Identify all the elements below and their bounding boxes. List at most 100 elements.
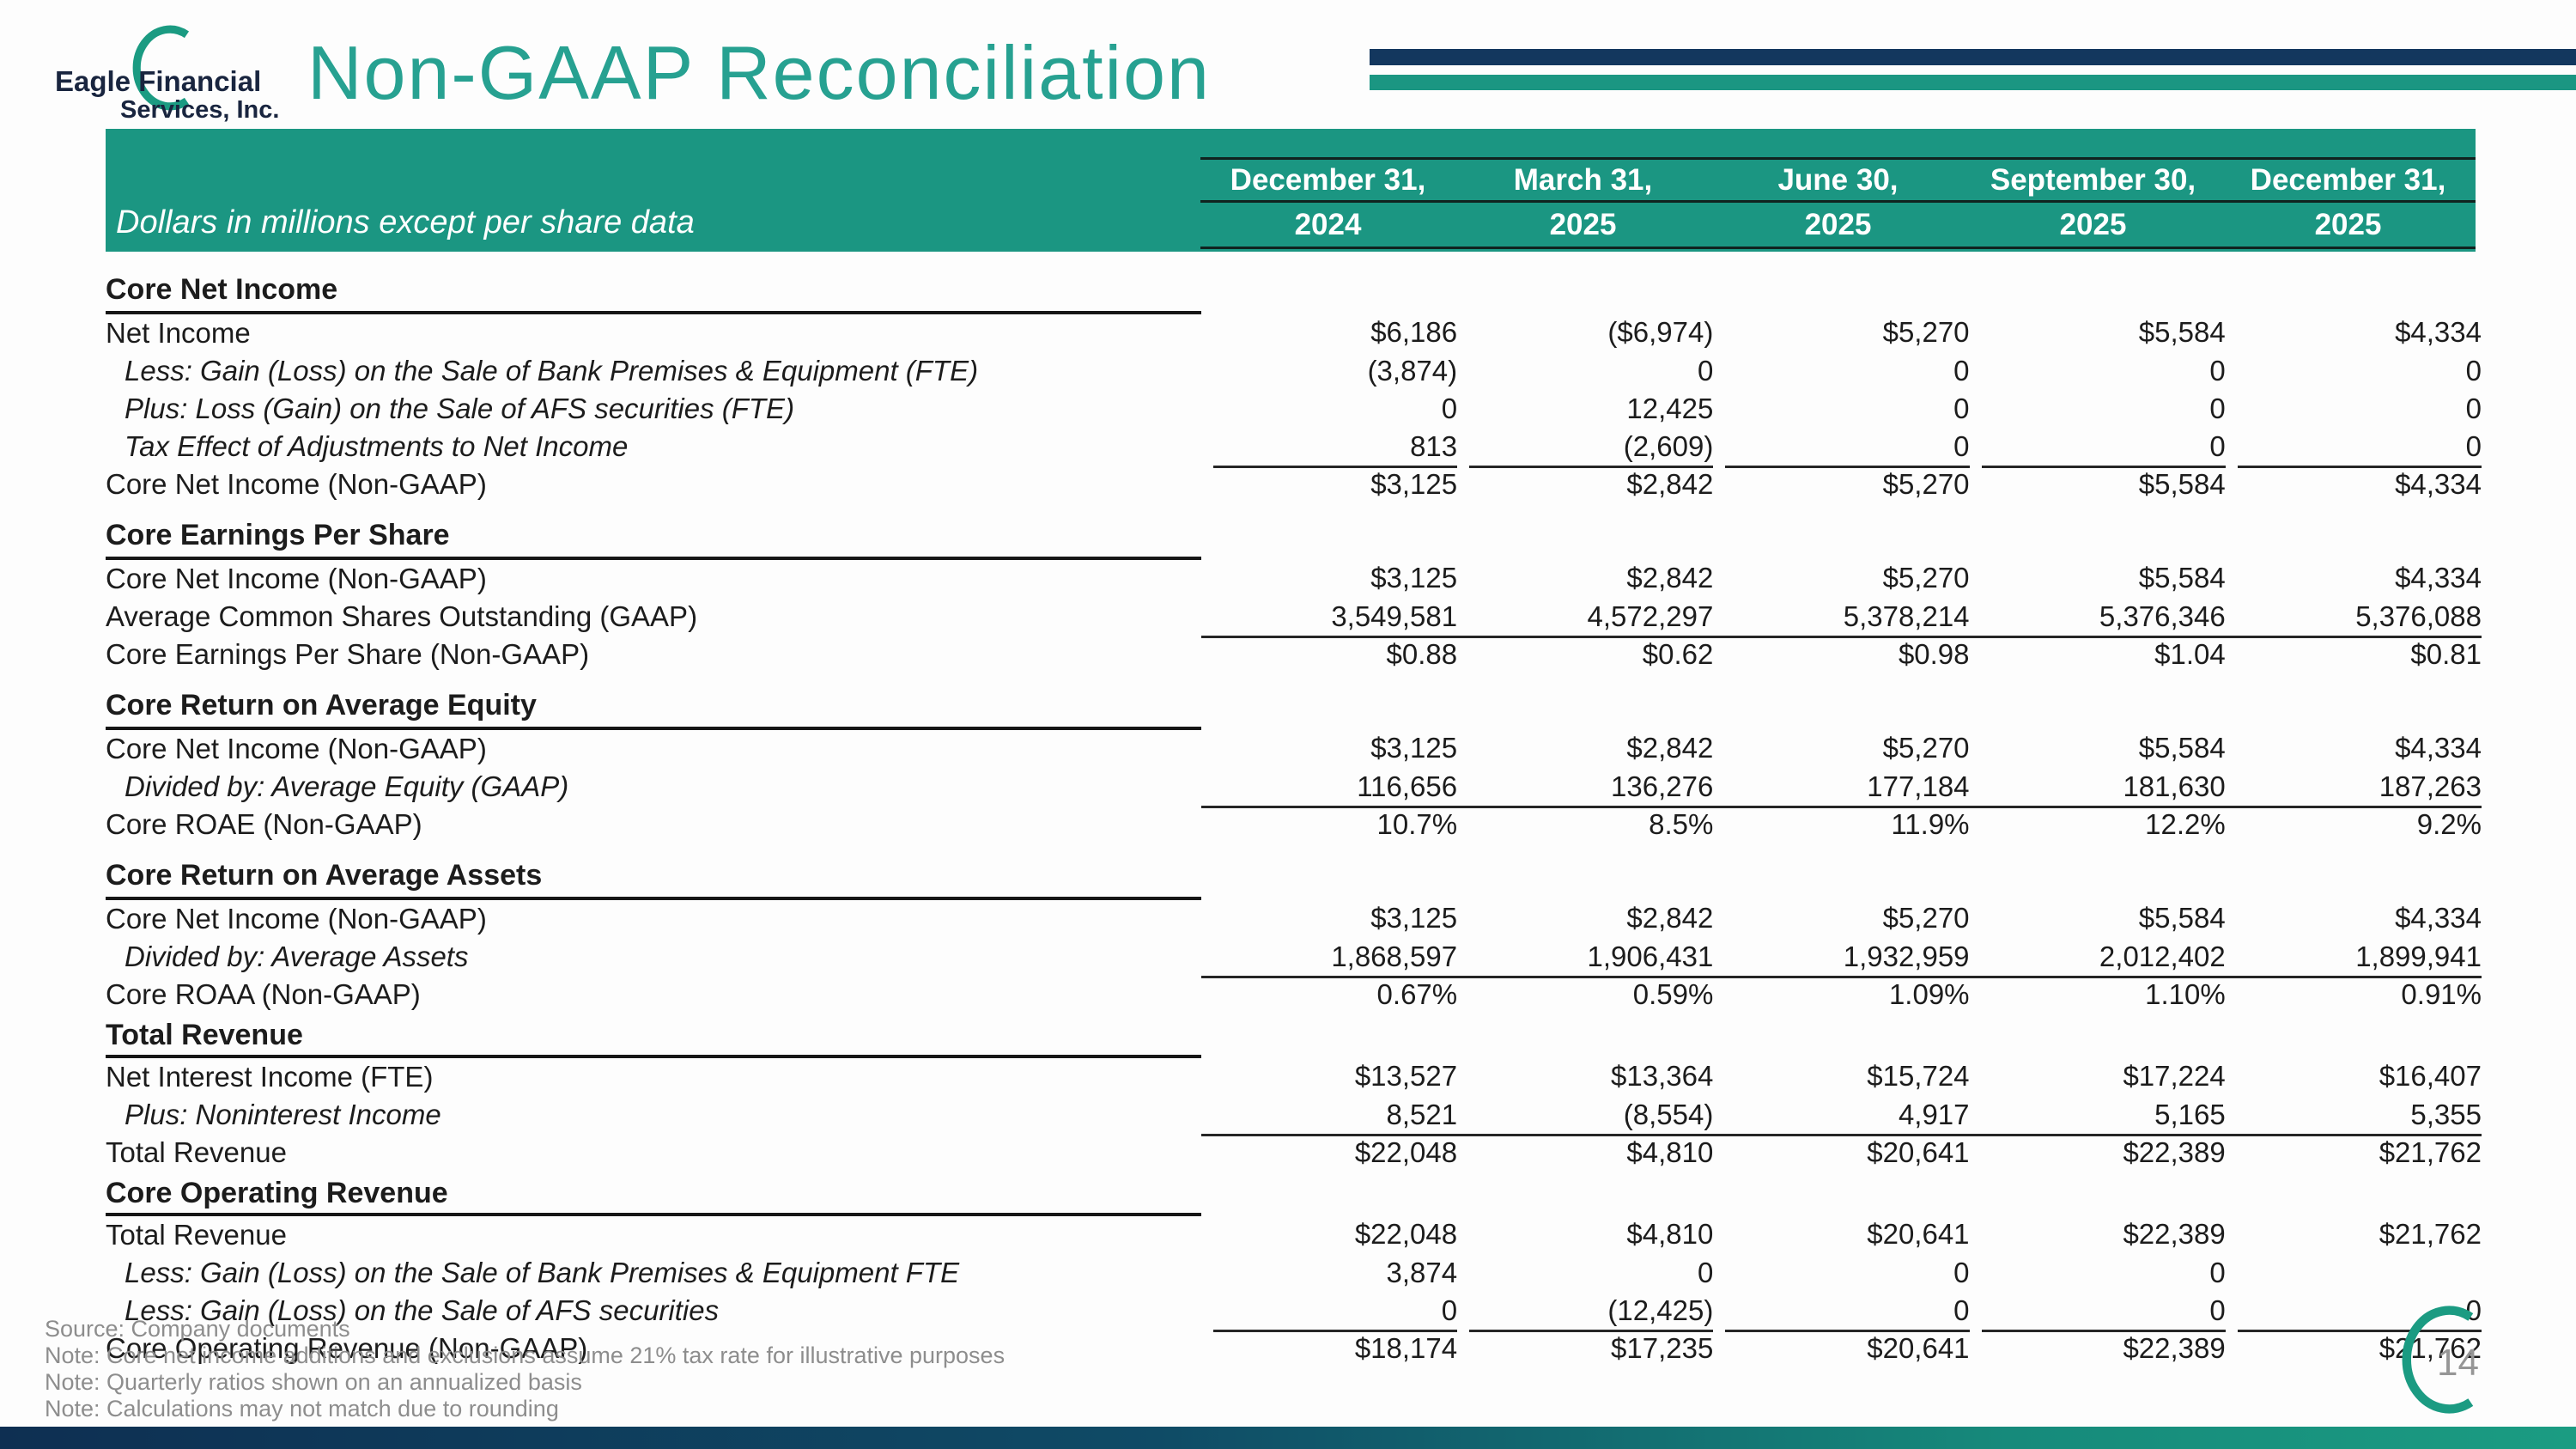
row-value: (8,554) [1623, 1099, 1714, 1130]
section-header-spacer [1457, 503, 1713, 558]
section-header-spacer [1457, 843, 1713, 898]
table-row: Core Earnings Per Share (Non-GAAP) $0.88 $… [106, 636, 2482, 673]
total-rule-line [1713, 1134, 1970, 1136]
row-value: $3,125 [1201, 466, 1458, 503]
row-value: $22,389 [1969, 1134, 2226, 1172]
section-header-spacer [1201, 843, 1457, 898]
row-value: $2,842 [1626, 732, 1714, 764]
logo-c-mark-icon [132, 25, 190, 111]
section-header-spacer [1201, 1014, 1457, 1056]
section-header-row: Total Revenue [106, 1014, 2482, 1058]
table-row: Divided by: Average Equity (GAAP) 116,656… [106, 768, 2482, 806]
logo-text-line1: Eagle Financial [55, 65, 262, 97]
row-value: 0 [2465, 393, 2482, 424]
table-row: Plus: Loss (Gain) on the Sale of AFS sec… [106, 390, 2482, 428]
total-rule-line [1212, 466, 1458, 468]
row-value: 0 [2209, 1294, 2226, 1326]
total-rule-line [2225, 636, 2482, 638]
row-value: 8,521 [1386, 1099, 1458, 1130]
total-rule-line [1457, 636, 1714, 638]
row-label: Net Interest Income (FTE) [106, 1061, 434, 1093]
section-header-spacer [1201, 673, 1457, 728]
row-value: 5,165 [2154, 1099, 2226, 1130]
row-value: $18,174 [1201, 1330, 1458, 1367]
table-row: Less: Gain (Loss) on the Sale of Bank Pr… [106, 352, 2482, 390]
column-header-year: 2024 [1294, 207, 1362, 241]
row-value: $0.98 [1713, 636, 1970, 673]
table-row: Average Common Shares Outstanding (GAAP)… [106, 598, 2482, 636]
row-value: $2,842 [1626, 562, 1714, 594]
table-row: Core Operating Revenue (Non-GAAP) $18,174… [106, 1330, 2482, 1367]
row-value: $5,270 [1882, 562, 1970, 594]
row-label: Core Earnings Per Share (Non-GAAP) [106, 638, 590, 670]
total-rule-line [1981, 466, 2226, 468]
row-value: 1.10% [1969, 976, 2226, 1014]
row-value: 3,549,581 [1331, 600, 1458, 632]
row-label: Net Income [106, 317, 251, 349]
section-header-spacer [1457, 1014, 1713, 1056]
row-label: Core Net Income (Non-GAAP) [106, 903, 487, 935]
row-value: $5,270 [1882, 316, 1970, 348]
row-value: $5,584 [2138, 562, 2226, 594]
title-rule-navy [1370, 49, 2576, 65]
row-label: Total Revenue [106, 1136, 287, 1168]
row-label: Less: Gain (Loss) on the Sale of Bank Pr… [125, 1257, 960, 1288]
row-value: $0.88 [1200, 636, 1458, 673]
total-rule-line [1200, 806, 1458, 808]
section-header-spacer [1970, 503, 2226, 558]
total-rule-line [2225, 976, 2482, 978]
note-line: Note: Calculations may not match due to … [45, 1396, 559, 1422]
section-header-spacer [1713, 258, 1969, 313]
row-value: $22,048 [1200, 1134, 1458, 1172]
section-header: Core Net Income [106, 258, 1201, 314]
table-row: Total Revenue $22,048 $4,810 $20,641 $22,389… [106, 1215, 2482, 1254]
row-value: 0.67% [1200, 976, 1458, 1014]
row-value: $15,724 [1867, 1060, 1970, 1092]
row-value: 0 [1441, 1294, 1458, 1326]
row-value: 4,572,297 [1587, 600, 1714, 632]
row-value: 187,263 [2379, 770, 2482, 802]
section-header: Core Earnings Per Share [106, 503, 1201, 560]
table-header-band: Dollars in millions except per share dat… [106, 129, 2476, 252]
row-label: Average Common Shares Outstanding (GAAP) [106, 600, 698, 632]
row-value: $17,224 [2123, 1060, 2226, 1092]
section-header-row: Core Earnings Per Share [106, 503, 2482, 560]
row-value: (3,874) [1367, 355, 1458, 387]
row-value: (12,425) [1607, 1294, 1714, 1326]
row-value: $13,527 [1354, 1060, 1458, 1092]
row-value: 0 [1953, 393, 1970, 424]
footer-notes: Source: Company documents Note: Core net… [45, 1316, 1005, 1422]
row-value: $21,762 [2379, 1218, 2482, 1250]
section-header-row: Core Return on Average Assets [106, 843, 2482, 900]
section-header-spacer [1201, 1172, 1457, 1215]
column-header-date: March 31, [1513, 162, 1653, 197]
row-value: 0.59% [1457, 976, 1714, 1014]
section-header-spacer [2226, 1172, 2482, 1215]
row-value: $20,641 [1867, 1218, 1970, 1250]
row-value: $5,584 [2138, 316, 2226, 348]
row-label: Core Net Income (Non-GAAP) [106, 468, 487, 500]
row-value: 3,874 [1386, 1257, 1458, 1288]
table-caption: Dollars in millions except per share dat… [116, 204, 695, 240]
row-value: 12,425 [1626, 393, 1714, 424]
row-value: 0 [2209, 430, 2226, 462]
table-row: Divided by: Average Assets 1,868,597 1,906… [106, 938, 2482, 976]
row-value: 1,899,941 [2355, 941, 2482, 972]
row-label: Divided by: Average Assets [125, 941, 469, 972]
company-logo: Eagle Financial Services, Inc. [52, 17, 326, 129]
total-rule-line [2225, 1134, 2482, 1136]
total-rule-line [1200, 636, 1458, 638]
row-value: $0.81 [2225, 636, 2482, 673]
row-value: 1,932,959 [1843, 941, 1970, 972]
row-value: $4,334 [2395, 732, 2482, 764]
column-header-year: 2025 [2314, 207, 2382, 241]
row-value: 5,355 [2410, 1099, 2482, 1130]
row-value: 2,012,402 [2099, 941, 2226, 972]
row-value: 1.09% [1713, 976, 1970, 1014]
section-header: Total Revenue [106, 1014, 1201, 1058]
table-row: Net Interest Income (FTE) $13,527 $13,364 $… [106, 1056, 2482, 1096]
row-value: $5,270 [1713, 466, 1970, 503]
section-header-spacer [1713, 673, 1969, 728]
total-rule-line [1457, 806, 1714, 808]
total-rule-line [1713, 976, 1970, 978]
